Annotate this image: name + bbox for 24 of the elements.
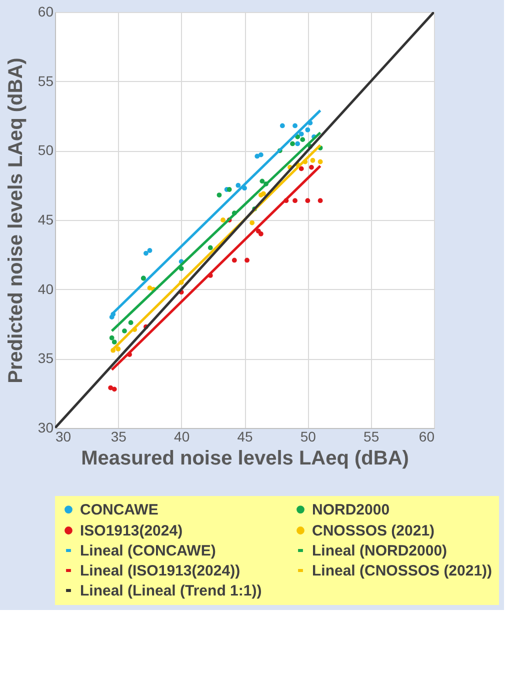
x-tick-label: 60 bbox=[418, 428, 435, 444]
legend-label: CONCAWE bbox=[80, 502, 158, 519]
legend-label: ISO1913(2024) bbox=[80, 522, 183, 540]
x-tick-label: 40 bbox=[174, 428, 190, 444]
x-tick-label: 45 bbox=[237, 428, 253, 444]
y-tick-label: 35 bbox=[38, 350, 54, 366]
x-tick-label: 55 bbox=[364, 428, 380, 444]
legend-label: CNOSSOS (2021) bbox=[312, 522, 435, 540]
x-tick-label: 50 bbox=[300, 428, 316, 444]
y-axis-title: Predicted noise levels LAeq (dBA) bbox=[4, 58, 27, 384]
legend-label: Lineal (ISO1913(2024)) bbox=[80, 562, 240, 580]
legend-label: NORD2000 bbox=[312, 502, 390, 519]
legend-label: Lineal (CONCAWE) bbox=[80, 542, 216, 560]
x-tick-label: 35 bbox=[110, 428, 127, 444]
legend-label: Lineal (CNOSSOS (2021)) bbox=[312, 562, 492, 580]
x-axis-title: Measured noise levels LAeq (dBA) bbox=[81, 448, 409, 470]
legend-label: Lineal (Lineal (Trend 1:1)) bbox=[80, 582, 262, 600]
y-tick-label: 50 bbox=[38, 142, 54, 158]
x-tick-label: 30 bbox=[56, 428, 72, 444]
y-tick-label: 55 bbox=[38, 72, 54, 89]
y-tick-label: 45 bbox=[38, 212, 54, 228]
legend-label: Lineal (NORD2000) bbox=[312, 542, 448, 560]
y-tick-label: 60 bbox=[38, 4, 54, 20]
y-tick-label: 40 bbox=[38, 280, 54, 297]
